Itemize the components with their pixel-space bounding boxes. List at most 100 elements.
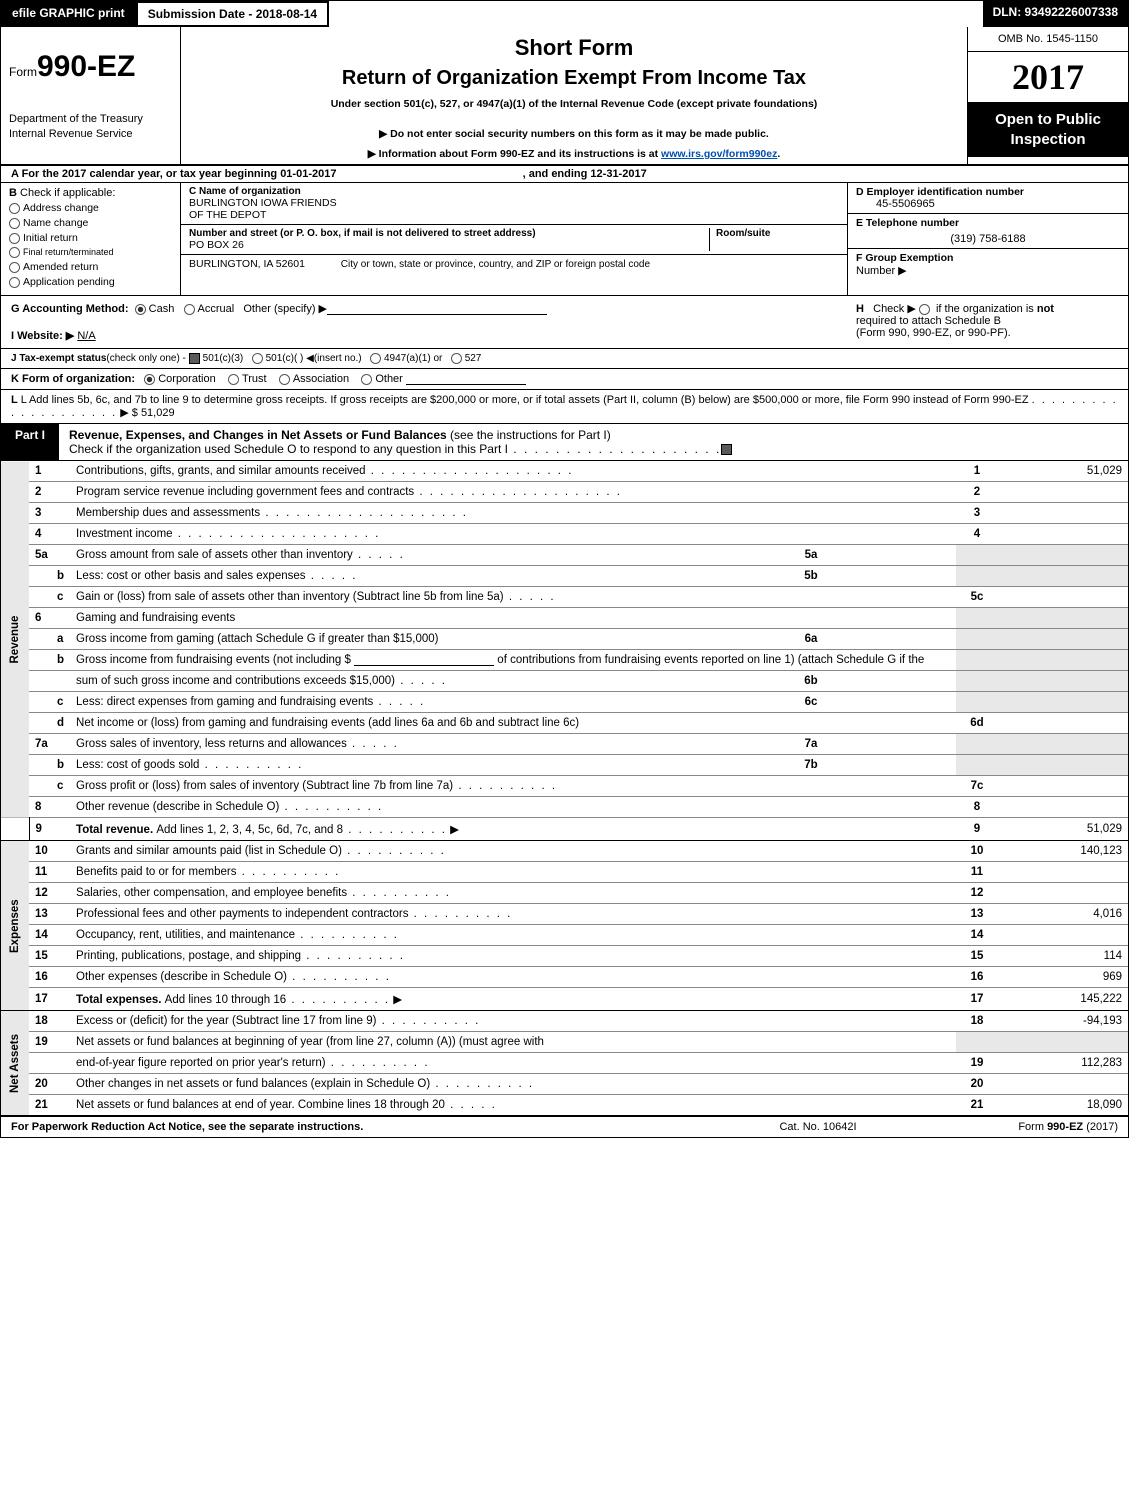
part-i-check: Check if the organization used Schedule … (69, 442, 508, 456)
warn-ssn: ▶ Do not enter social security numbers o… (191, 128, 957, 140)
ln19-amt: 112,283 (998, 1053, 1128, 1074)
ln5b-no: b (29, 566, 70, 587)
b-opt-name[interactable]: Name change (9, 217, 172, 229)
ln5a-desc: Gross amount from sale of assets other t… (76, 549, 353, 561)
efile-print-button[interactable]: efile GRAPHIC print (1, 1, 136, 27)
ln6b-minival[interactable] (836, 671, 956, 692)
open1: Open to Public (976, 110, 1120, 130)
ln18-box: 18 (956, 1011, 998, 1032)
spacer (329, 1, 982, 27)
schedule-o-checkbox[interactable] (721, 444, 732, 455)
part-i-title-b: Revenue, Expenses, and Changes in Net As… (69, 428, 447, 442)
i-label: I Website: ▶ (11, 330, 74, 342)
ln18-amt: -94,193 (998, 1011, 1128, 1032)
form-ref: Form 990-EZ (2017) (918, 1121, 1118, 1133)
shade (956, 671, 998, 692)
ln1-no: 1 (29, 461, 70, 482)
radio-icon[interactable] (361, 374, 372, 385)
subtitle: Under section 501(c), 527, or 4947(a)(1)… (191, 98, 957, 110)
g-col: G Accounting Method: Cash Accrual Other … (1, 296, 848, 348)
dept-line1: Department of the Treasury (9, 112, 172, 126)
tax-year: 2017 (968, 52, 1128, 102)
dots (301, 950, 405, 962)
ln5c-desc: Gain or (loss) from sale of assets other… (76, 591, 504, 603)
j-small: (check only one) - (106, 353, 188, 364)
dots (347, 738, 399, 750)
dots (414, 486, 622, 498)
ln12-box: 12 (956, 883, 998, 904)
c-addr-label: Number and street (or P. O. box, if mail… (189, 228, 709, 239)
ln10-amt: 140,123 (998, 841, 1128, 862)
k-other-input[interactable] (406, 373, 526, 385)
ln5a-minival[interactable] (836, 545, 956, 566)
checkbox-checked-icon[interactable] (189, 353, 200, 364)
radio-icon[interactable] (252, 353, 263, 364)
ln7c-desc: Gross profit or (loss) from sales of inv… (76, 780, 453, 792)
radio-checked-icon[interactable] (144, 374, 155, 385)
ln14-box: 14 (956, 925, 998, 946)
radio-icon[interactable] (451, 353, 462, 364)
cat-no: Cat. No. 10642I (718, 1121, 918, 1133)
line-8: 8 Other revenue (describe in Schedule O)… (1, 797, 1128, 818)
radio-icon[interactable] (228, 374, 239, 385)
line-5c: c Gain or (loss) from sale of assets oth… (1, 587, 1128, 608)
ln4-no: 4 (29, 524, 70, 545)
j-row: J Tax-exempt status(check only one) - 50… (1, 349, 1128, 369)
ln7c-amt (998, 776, 1128, 797)
radio-icon[interactable] (919, 304, 930, 315)
ln6c-minival[interactable] (836, 692, 956, 713)
h-t2: if the organization is (936, 303, 1037, 315)
ln6a-minival[interactable] (836, 629, 956, 650)
radio-icon[interactable] (370, 353, 381, 364)
radio-checked-icon[interactable] (135, 304, 146, 315)
b-opt-final[interactable]: Final return/terminated (9, 247, 172, 258)
ln5b-minival[interactable] (836, 566, 956, 587)
ln8-desc: Other revenue (describe in Schedule O) (76, 801, 279, 813)
radio-icon (9, 247, 20, 258)
shade (956, 566, 998, 587)
ln21-desc: Net assets or fund balances at end of ye… (76, 1099, 445, 1111)
ln11-amt (998, 862, 1128, 883)
e-label: E Telephone number (856, 217, 1120, 229)
ln7a-no: 7a (29, 734, 70, 755)
radio-icon[interactable] (279, 374, 290, 385)
b-opt-pending[interactable]: Application pending (9, 276, 172, 288)
ln7a-minival[interactable] (836, 734, 956, 755)
expenses-side-label: Expenses (1, 841, 29, 1011)
ln7b-minival[interactable] (836, 755, 956, 776)
b-opt-address[interactable]: Address change (9, 202, 172, 214)
line-13: 13 Professional fees and other payments … (1, 904, 1128, 925)
ln8-no: 8 (29, 797, 70, 818)
ln9-desc2: Add lines 1, 2, 3, 4, 5c, 6d, 7c, and 8 (156, 824, 343, 836)
shade (998, 650, 1128, 671)
b-opt-initial[interactable]: Initial return (9, 232, 172, 244)
ln5c-amt (998, 587, 1128, 608)
radio-icon[interactable] (184, 304, 195, 315)
website-value: N/A (77, 330, 95, 342)
ln21-box: 21 (956, 1095, 998, 1116)
dots (279, 801, 383, 813)
c-city-label: City or town, state or province, country… (341, 259, 650, 270)
shade (956, 692, 998, 713)
b-opt3: Final return/terminated (23, 247, 114, 257)
ln9-no: 9 (29, 818, 70, 841)
ln15-no: 15 (29, 946, 70, 967)
shade (998, 671, 1128, 692)
g-cash: Cash (149, 303, 175, 315)
ln16-box: 16 (956, 967, 998, 988)
ln13-desc: Professional fees and other payments to … (76, 908, 408, 920)
ln6b-no: b (29, 650, 70, 671)
g-other-input[interactable] (327, 303, 547, 315)
b-opt-amended[interactable]: Amended return (9, 261, 172, 273)
form990ez-link[interactable]: www.irs.gov/form990ez (661, 148, 777, 160)
dots (445, 1099, 497, 1111)
ln6b-input[interactable] (354, 654, 494, 666)
dots (306, 570, 358, 582)
radio-icon (9, 277, 20, 288)
form-number: Form990-EZ (9, 50, 172, 84)
dots (395, 675, 447, 687)
l-text: L Add lines 5b, 6c, and 7b to line 9 to … (21, 394, 1029, 406)
shade (998, 755, 1128, 776)
line-11: 11 Benefits paid to or for members 11 (1, 862, 1128, 883)
ln17-box: 17 (956, 988, 998, 1011)
